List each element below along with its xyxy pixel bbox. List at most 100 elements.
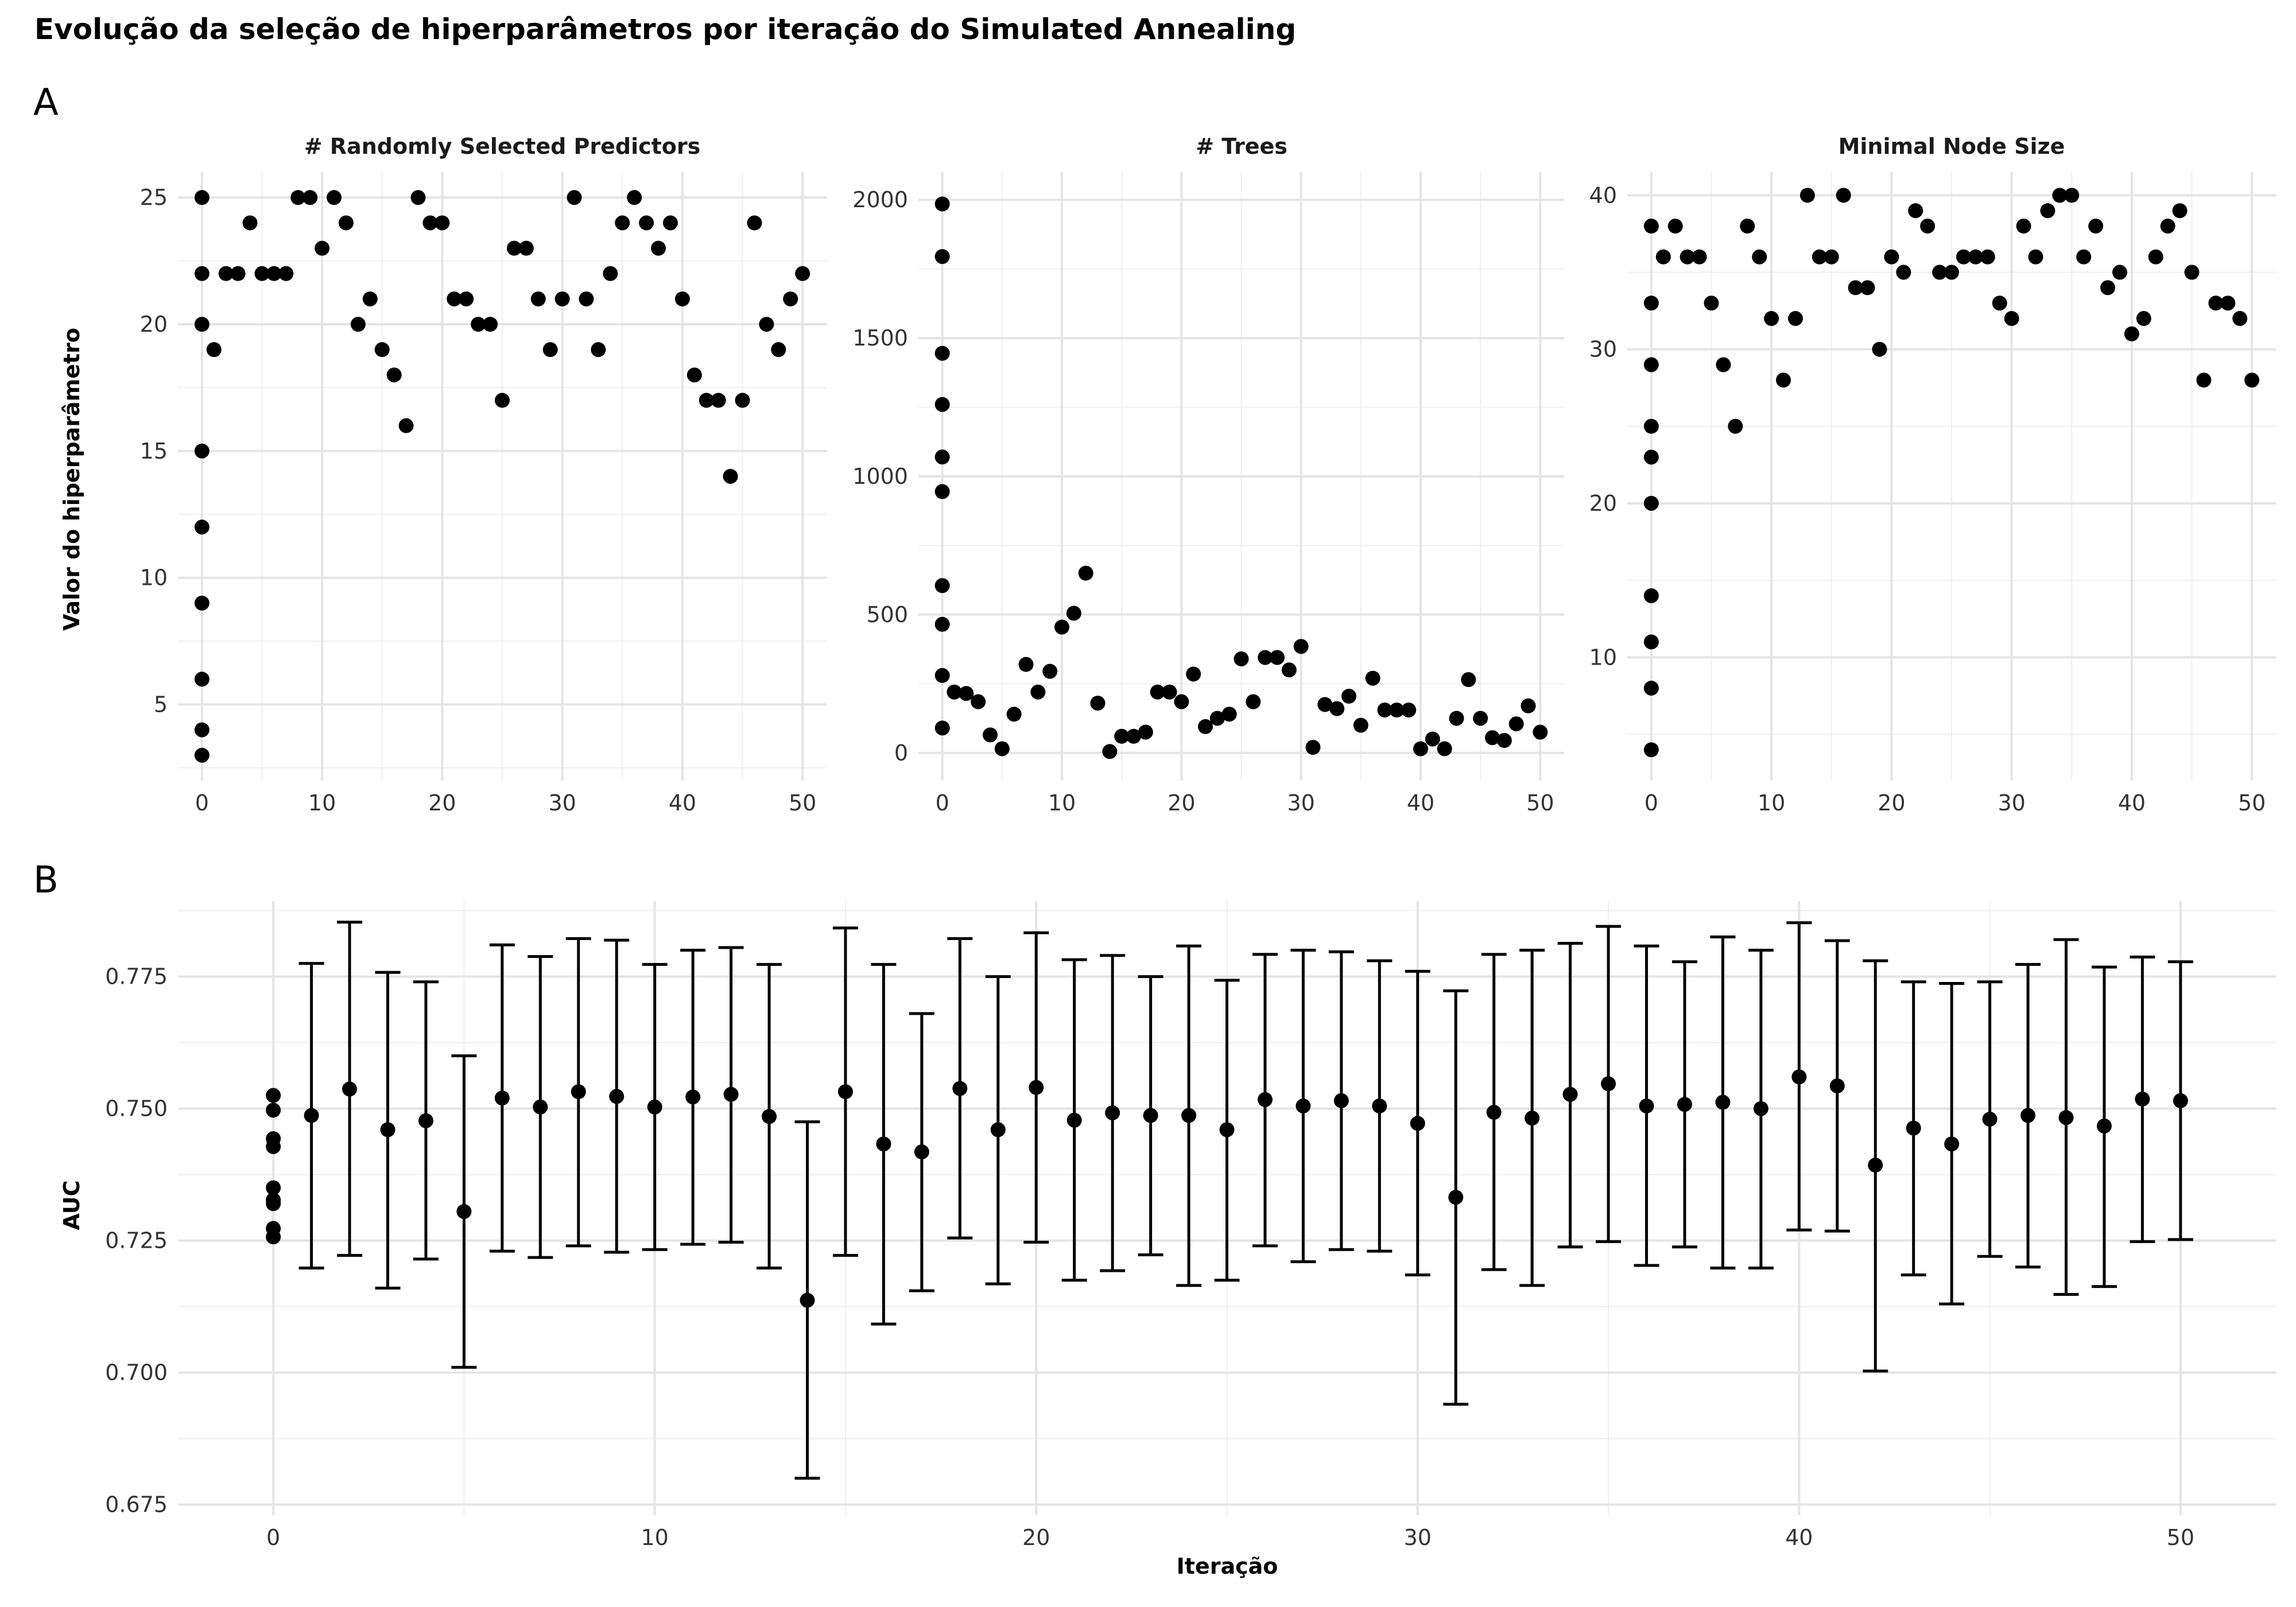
x-tick-label: 40 [669, 790, 696, 816]
x-tick-label: 0 [1645, 790, 1658, 816]
data-point [410, 190, 426, 205]
y-tick-label: 0.700 [105, 1360, 168, 1385]
data-point [495, 393, 510, 408]
data-point [1776, 372, 1791, 388]
auc-mean-point [2135, 1092, 2150, 1107]
auc-mean-point [1601, 1076, 1616, 1092]
data-point [194, 266, 210, 281]
panel-b-y-axis-title: AUC [59, 1181, 84, 1231]
x-tick-label: 10 [1758, 790, 1785, 816]
data-point [194, 443, 210, 459]
data-point [1449, 711, 1464, 726]
data-point [651, 240, 666, 256]
data-point [1162, 684, 1177, 700]
x-tick-label: 40 [1407, 790, 1434, 816]
auc-mean-point [342, 1081, 358, 1097]
data-point [1030, 684, 1046, 700]
data-point [1066, 605, 1081, 621]
data-point [934, 616, 950, 632]
x-tick-label: 50 [2167, 1525, 2194, 1550]
data-point [2016, 218, 2031, 234]
data-point [2172, 203, 2188, 219]
data-point [699, 393, 714, 408]
data-point [447, 291, 462, 306]
data-point [2052, 188, 2068, 203]
data-point [1980, 249, 1995, 265]
data-point [1485, 730, 1500, 746]
data-point [1643, 588, 1659, 603]
auc-mean-point [1906, 1120, 1921, 1136]
auc-mean-point [1410, 1116, 1425, 1131]
auc-mean-point [1677, 1097, 1692, 1112]
y-tick-label: 20 [1589, 491, 1617, 516]
data-point [2088, 218, 2104, 234]
auc-initial-point [266, 1088, 281, 1103]
data-point [1799, 188, 1815, 203]
data-point [1521, 698, 1536, 713]
auc-mean-point [1066, 1112, 1082, 1128]
auc-initial-point [266, 1196, 281, 1212]
data-point [567, 190, 582, 205]
data-point [554, 291, 570, 306]
data-point [2196, 372, 2212, 388]
data-point [934, 196, 950, 212]
auc-mean-point [1715, 1094, 1731, 1110]
auc-mean-point [2173, 1093, 2188, 1108]
data-point [1944, 265, 1959, 280]
data-point [1728, 418, 1743, 434]
data-point [1872, 341, 1887, 357]
data-point [1896, 265, 1911, 280]
data-point [350, 317, 366, 332]
facet-2-strip-label: Minimal Node Size [1839, 134, 2065, 159]
data-point [1655, 249, 1671, 265]
data-point [194, 722, 210, 737]
x-tick-label: 0 [936, 790, 949, 816]
data-point [1114, 728, 1130, 744]
data-point [1377, 702, 1393, 718]
auc-mean-point [1868, 1158, 1883, 1173]
data-point [315, 240, 330, 256]
y-tick-label: 0.775 [105, 964, 168, 989]
data-point [1508, 716, 1524, 732]
data-point [1956, 249, 1971, 265]
data-point [1643, 218, 1659, 234]
x-tick-label: 20 [1878, 790, 1905, 816]
data-point [579, 291, 594, 306]
data-point [2136, 310, 2151, 326]
auc-mean-point [1791, 1069, 1807, 1085]
auc-mean-point [1562, 1086, 1578, 1102]
data-point [422, 215, 438, 231]
x-tick-label: 20 [428, 790, 456, 816]
auc-mean-point [1257, 1092, 1273, 1107]
data-point [934, 667, 950, 683]
auc-mean-point [1105, 1105, 1120, 1120]
data-point [934, 346, 950, 361]
auc-mean-point [837, 1084, 853, 1100]
data-point [1293, 639, 1309, 654]
data-point [1824, 249, 1839, 265]
data-point [518, 240, 534, 256]
data-point [1341, 689, 1356, 704]
auc-mean-point [533, 1099, 548, 1115]
data-point [398, 418, 414, 433]
auc-mean-point [1219, 1122, 1235, 1138]
data-point [530, 291, 546, 306]
data-point [1643, 357, 1659, 372]
data-point [1704, 296, 1719, 311]
data-point [2244, 372, 2260, 388]
data-point [1473, 711, 1488, 726]
data-point [1186, 666, 1201, 682]
data-point [1643, 296, 1659, 311]
data-point [483, 317, 498, 332]
data-point [971, 694, 986, 709]
auc-mean-point [1639, 1098, 1654, 1113]
auc-mean-point [1448, 1190, 1464, 1205]
auc-mean-point [1143, 1108, 1158, 1123]
x-tick-label: 50 [789, 790, 816, 816]
auc-mean-point [1029, 1080, 1044, 1095]
x-tick-label: 0 [195, 790, 209, 816]
x-tick-label: 40 [2118, 790, 2146, 816]
auc-mean-point [1982, 1111, 1998, 1127]
panel-b-x-axis-title: Iteração [1177, 1554, 1278, 1579]
